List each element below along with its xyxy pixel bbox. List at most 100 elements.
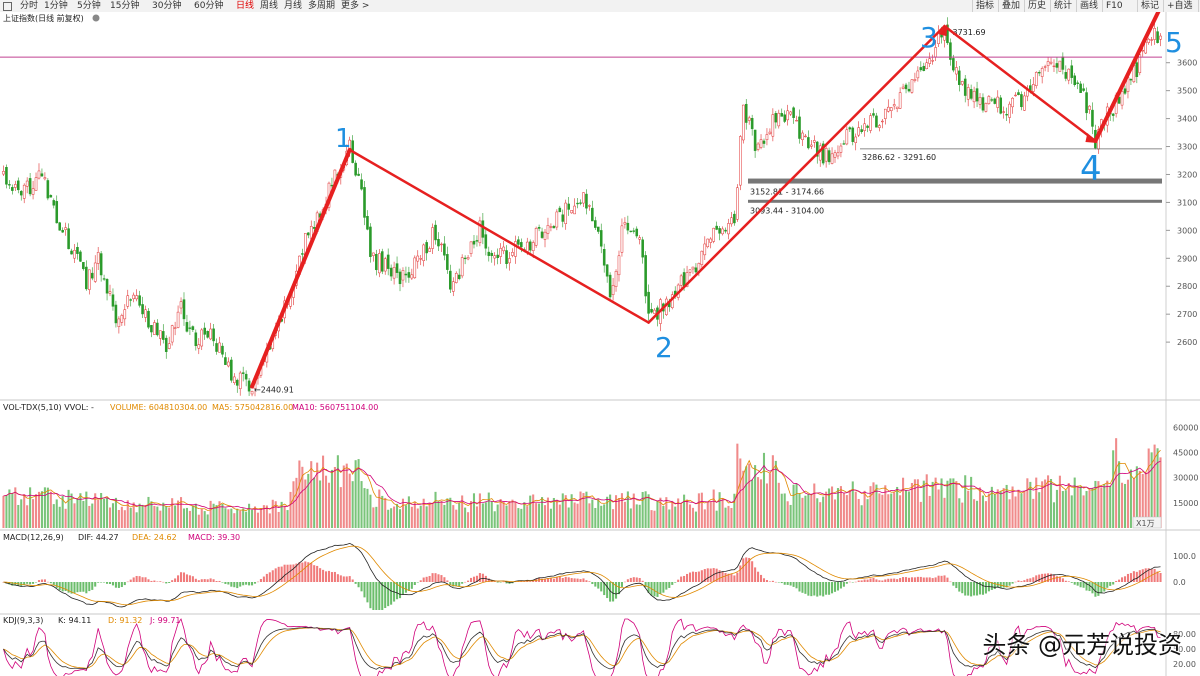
macd-bar-88 <box>262 576 265 582</box>
volume-bar-102 <box>304 479 307 528</box>
volume-bar-359 <box>1064 490 1067 528</box>
volume-bar-75 <box>224 508 227 528</box>
macd-bar-300 <box>890 578 893 582</box>
candle-body-261 <box>774 113 778 123</box>
period-tab-4[interactable]: 30分钟 <box>152 1 182 11</box>
macd-bar-98 <box>292 564 295 582</box>
tool-button-5[interactable]: F10 <box>1102 0 1126 12</box>
volume-bar-335 <box>993 494 996 528</box>
volume-bar-370 <box>1097 481 1100 528</box>
volume-bar-89 <box>265 505 268 528</box>
period-tab-10[interactable]: 更多 > <box>341 1 370 11</box>
candle-body-362 <box>1073 75 1076 86</box>
volume-bar-137 <box>407 496 410 528</box>
candle-body-258 <box>765 134 769 141</box>
volume-bar-101 <box>301 466 304 528</box>
tool-button-7[interactable]: +自选 <box>1163 0 1196 12</box>
volume-bar-83 <box>248 503 251 528</box>
macd-bar-36 <box>108 582 112 584</box>
candle-body-244 <box>724 229 727 232</box>
macd-bar-257 <box>762 578 766 582</box>
volume-bar-118 <box>351 481 354 528</box>
volume-bar-257 <box>762 452 766 528</box>
macd-bar-30 <box>91 582 94 590</box>
volume-bar-138 <box>410 506 413 528</box>
candle-body-156 <box>463 257 467 260</box>
candle-body-5 <box>16 180 20 191</box>
candle-body-306 <box>907 88 911 92</box>
volume-bar-285 <box>845 495 848 528</box>
volume-bar-115 <box>342 465 345 528</box>
period-tab-9[interactable]: 多周期 <box>308 1 336 11</box>
macd-bar-156 <box>464 581 467 583</box>
candle-body-336 <box>996 96 1000 108</box>
macd-bar-323 <box>958 582 961 592</box>
macd-bar-89 <box>265 573 268 582</box>
candle-body-128 <box>380 251 384 272</box>
volume-bar-361 <box>1070 495 1073 528</box>
macd-bar-179 <box>532 580 535 582</box>
tool-button-8[interactable]: 返回 <box>1198 0 1200 12</box>
candle-body-78 <box>233 376 236 383</box>
macd-bar-309 <box>916 576 919 582</box>
candle-body-21 <box>64 227 67 230</box>
period-tab-0[interactable]: 分时 <box>20 1 39 11</box>
macd-bar-230 <box>683 575 686 582</box>
macd-bar-264 <box>783 582 786 585</box>
tool-button-4[interactable]: 画线 <box>1076 0 1101 12</box>
candle-body-246 <box>730 217 733 225</box>
volume-bar-121 <box>360 481 363 528</box>
volume-bar-327 <box>970 476 973 528</box>
macd-bar-21 <box>64 582 67 592</box>
macd-bar-23 <box>70 582 73 594</box>
candle-body-167 <box>496 254 499 259</box>
tool-button-1[interactable]: 叠加 <box>998 0 1023 12</box>
macd-bar-223 <box>662 582 665 593</box>
volume-bar-365 <box>1082 495 1085 528</box>
period-tab-3[interactable]: 15分钟 <box>110 1 140 11</box>
candle-body-209 <box>620 225 624 253</box>
macd-bar-267 <box>792 582 795 587</box>
tool-button-0[interactable]: 指标 <box>972 0 997 12</box>
y-tick-label-4: 3000 <box>1177 226 1197 235</box>
volume-bar-350 <box>1038 492 1041 528</box>
macd-bar-32 <box>97 582 100 583</box>
macd-bar-198 <box>588 581 591 582</box>
candle-body-29 <box>88 269 91 290</box>
macd-bar-345 <box>1023 580 1026 582</box>
volume-bar-374 <box>1109 485 1112 528</box>
candle-body-192 <box>570 210 573 214</box>
candle-body-265 <box>786 110 789 121</box>
macd-bar-279 <box>828 582 831 595</box>
candle-body-30 <box>90 272 94 279</box>
volume-bar-194 <box>576 503 579 528</box>
volume-bar-133 <box>396 503 399 528</box>
volume-bar-298 <box>884 485 887 528</box>
tool-button-2[interactable]: 历史 <box>1024 0 1049 12</box>
macd-bar-241 <box>715 568 718 582</box>
macd-bar-382 <box>1132 571 1135 582</box>
volume-bar-61 <box>182 508 186 528</box>
volume-bar-53 <box>159 510 162 528</box>
panel-toggle-icon[interactable] <box>3 2 12 11</box>
macd-bar-196 <box>582 578 585 582</box>
period-tab-1[interactable]: 1分钟 <box>44 1 68 11</box>
period-tab-6[interactable]: 日线 <box>236 1 255 11</box>
macd-bar-206 <box>612 582 615 602</box>
period-tab-2[interactable]: 5分钟 <box>77 1 101 11</box>
period-tab-8[interactable]: 月线 <box>284 1 303 11</box>
volume-bar-174 <box>517 508 520 528</box>
candle-body-285 <box>845 129 849 145</box>
period-tab-7[interactable]: 周线 <box>260 1 279 11</box>
tool-button-3[interactable]: 统计 <box>1050 0 1075 12</box>
macd-bar-92 <box>274 568 277 582</box>
candle-body-178 <box>528 241 532 251</box>
period-tab-5[interactable]: 60分钟 <box>194 1 224 11</box>
candle-body-32 <box>96 252 100 264</box>
macd-bar-307 <box>910 577 913 582</box>
macd-bar-57 <box>171 580 174 582</box>
tool-button-6[interactable]: 标记 <box>1137 0 1162 12</box>
macd-bar-135 <box>401 582 405 595</box>
candle-body-350 <box>1037 72 1041 74</box>
candle-body-140 <box>416 255 420 262</box>
